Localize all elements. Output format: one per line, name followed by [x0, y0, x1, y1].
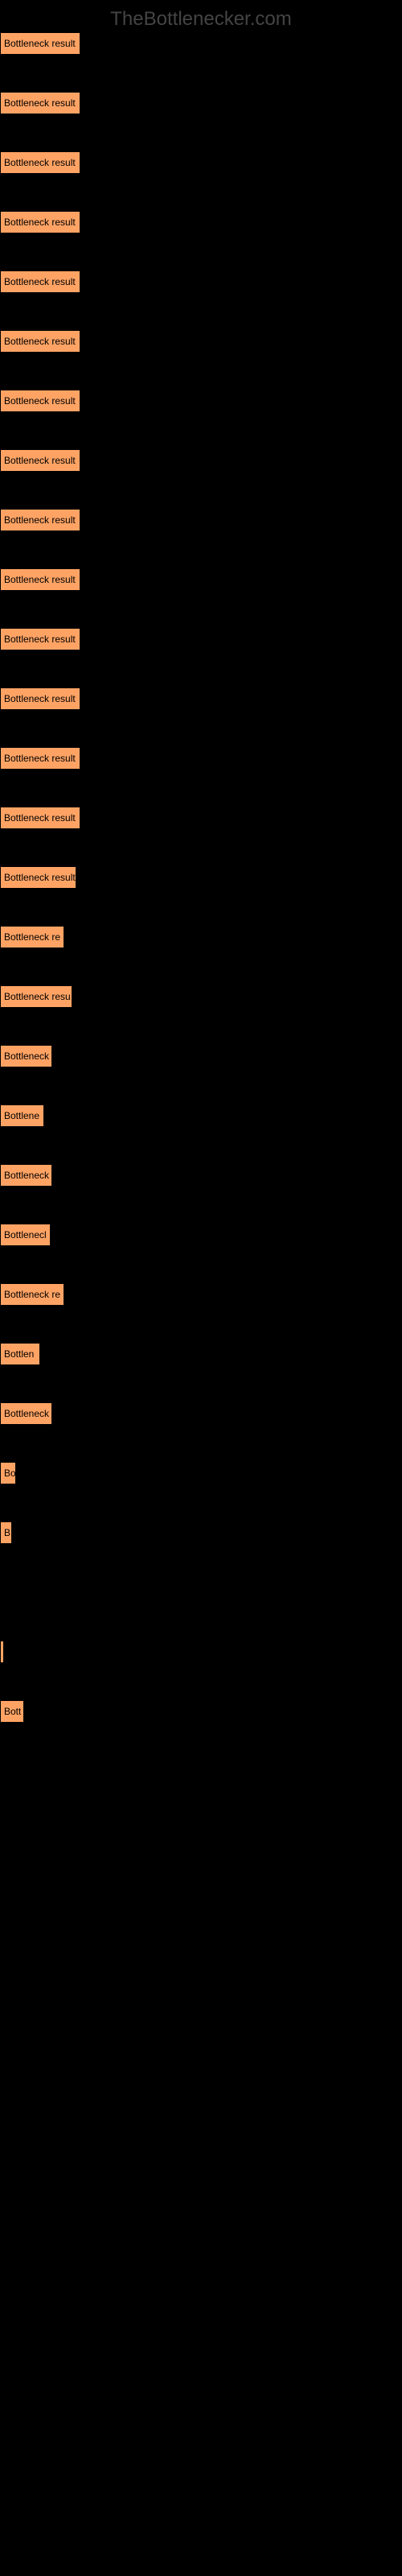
bar-label: Bottleneck result [4, 276, 76, 287]
bar-label: Bottleneck result [4, 97, 76, 109]
bar-wrapper: Bottleneck [0, 1402, 402, 1425]
bar-label: Bottleneck [4, 1408, 49, 1419]
chart-bar: Bottleneck result [0, 449, 80, 472]
chart-bar: Bottleneck re [0, 1283, 64, 1306]
bar-label: Bo [4, 1468, 15, 1479]
bar-label: B [4, 1527, 10, 1538]
bar-label: Bottleneck result [4, 812, 76, 824]
bar-wrapper: B [0, 1521, 402, 1544]
brand-watermark: TheBottlenecker.com [110, 8, 291, 31]
bar-chart: Bottleneck result Bottleneck result Bottle… [0, 32, 402, 1760]
chart-bar: Bottleneck result [0, 747, 80, 770]
bar-wrapper: Bottleneck [0, 1164, 402, 1187]
bar-label: Bottleneck result [4, 872, 76, 883]
bar-wrapper: Bott [0, 1700, 402, 1723]
bar-label: Bottleneck result [4, 753, 76, 764]
bar-label: Bottleneck [4, 1170, 49, 1181]
bar-wrapper [0, 1641, 402, 1663]
bar-label: Bottleneck resu [4, 991, 71, 1002]
chart-bar: Bottleneck result [0, 866, 76, 889]
chart-bar: Bottlene [0, 1104, 44, 1127]
bar-wrapper: Bottleneck result [0, 509, 402, 531]
bar-wrapper: Bottleneck re [0, 926, 402, 948]
chart-bar: Bottleneck [0, 1402, 52, 1425]
bar-wrapper: Bottleneck result [0, 807, 402, 829]
bar-label: Bott [4, 1706, 21, 1717]
chart-bar: Bottleneck result [0, 92, 80, 114]
bar-label: Bottleneck result [4, 574, 76, 585]
chart-bar: Bott [0, 1700, 24, 1723]
bar-wrapper: Bottleneck result [0, 151, 402, 174]
bar-wrapper: Bottlen [0, 1343, 402, 1365]
bar-wrapper: Bottleneck result [0, 628, 402, 650]
chart-bar: Bottleneck result [0, 628, 80, 650]
chart-bar: Bottleneck result [0, 568, 80, 591]
bar-wrapper: Bottleneck result [0, 270, 402, 293]
bar-label: Bottleneck result [4, 38, 76, 49]
bar-label: Bottlenecl [4, 1229, 47, 1241]
chart-bar: Bottleneck result [0, 211, 80, 233]
bar-label: Bottleneck result [4, 336, 76, 347]
bar-wrapper: Bottleneck result [0, 211, 402, 233]
bar-wrapper: Bottleneck result [0, 390, 402, 412]
bar-wrapper: Bottleneck result [0, 449, 402, 472]
bar-wrapper: Bottleneck result [0, 92, 402, 114]
chart-bar: Bottleneck [0, 1045, 52, 1067]
bar-wrapper: Bottleneck resu [0, 985, 402, 1008]
chart-bar: Bottleneck result [0, 390, 80, 412]
bar-wrapper: Bottleneck [0, 1045, 402, 1067]
bar-label: Bottlene [4, 1110, 39, 1121]
chart-bar: Bottleneck result [0, 270, 80, 293]
bar-label: Bottleneck result [4, 455, 76, 466]
bar-wrapper: Bottleneck result [0, 32, 402, 55]
bar-label: Bottleneck result [4, 514, 76, 526]
chart-bar: Bottleneck result [0, 687, 80, 710]
bar-label: Bottleneck [4, 1051, 49, 1062]
chart-bar: Bottleneck result [0, 509, 80, 531]
chart-bar [0, 1641, 4, 1663]
chart-bar [0, 1581, 2, 1604]
chart-bar: B [0, 1521, 12, 1544]
chart-bar: Bottlen [0, 1343, 40, 1365]
bar-wrapper: Bottleneck result [0, 866, 402, 889]
chart-bar: Bottleneck result [0, 151, 80, 174]
bar-label: Bottleneck result [4, 693, 76, 704]
chart-bar: Bottleneck [0, 1164, 52, 1187]
bar-wrapper: Bottlenecl [0, 1224, 402, 1246]
bar-wrapper: Bottleneck result [0, 330, 402, 353]
bar-label: Bottleneck result [4, 217, 76, 228]
chart-bar: Bottleneck result [0, 32, 80, 55]
bar-label: Bottleneck result [4, 395, 76, 407]
bar-wrapper: Bottleneck result [0, 568, 402, 591]
bar-label: Bottlen [4, 1348, 34, 1360]
bar-wrapper: Bottleneck result [0, 747, 402, 770]
chart-bar: Bottleneck result [0, 330, 80, 353]
bar-label: Bottleneck result [4, 157, 76, 168]
bar-label: Bottleneck re [4, 1289, 60, 1300]
bar-label: Bottleneck result [4, 634, 76, 645]
bar-wrapper: Bottlene [0, 1104, 402, 1127]
bar-wrapper: Bo [0, 1462, 402, 1484]
chart-bar: Bottlenecl [0, 1224, 51, 1246]
chart-bar: Bottleneck resu [0, 985, 72, 1008]
bar-wrapper: Bottleneck result [0, 687, 402, 710]
chart-bar: Bottleneck result [0, 807, 80, 829]
chart-bar: Bo [0, 1462, 16, 1484]
bar-label: Bottleneck re [4, 931, 60, 943]
bar-wrapper [0, 1581, 402, 1604]
chart-bar: Bottleneck re [0, 926, 64, 948]
bar-wrapper: Bottleneck re [0, 1283, 402, 1306]
